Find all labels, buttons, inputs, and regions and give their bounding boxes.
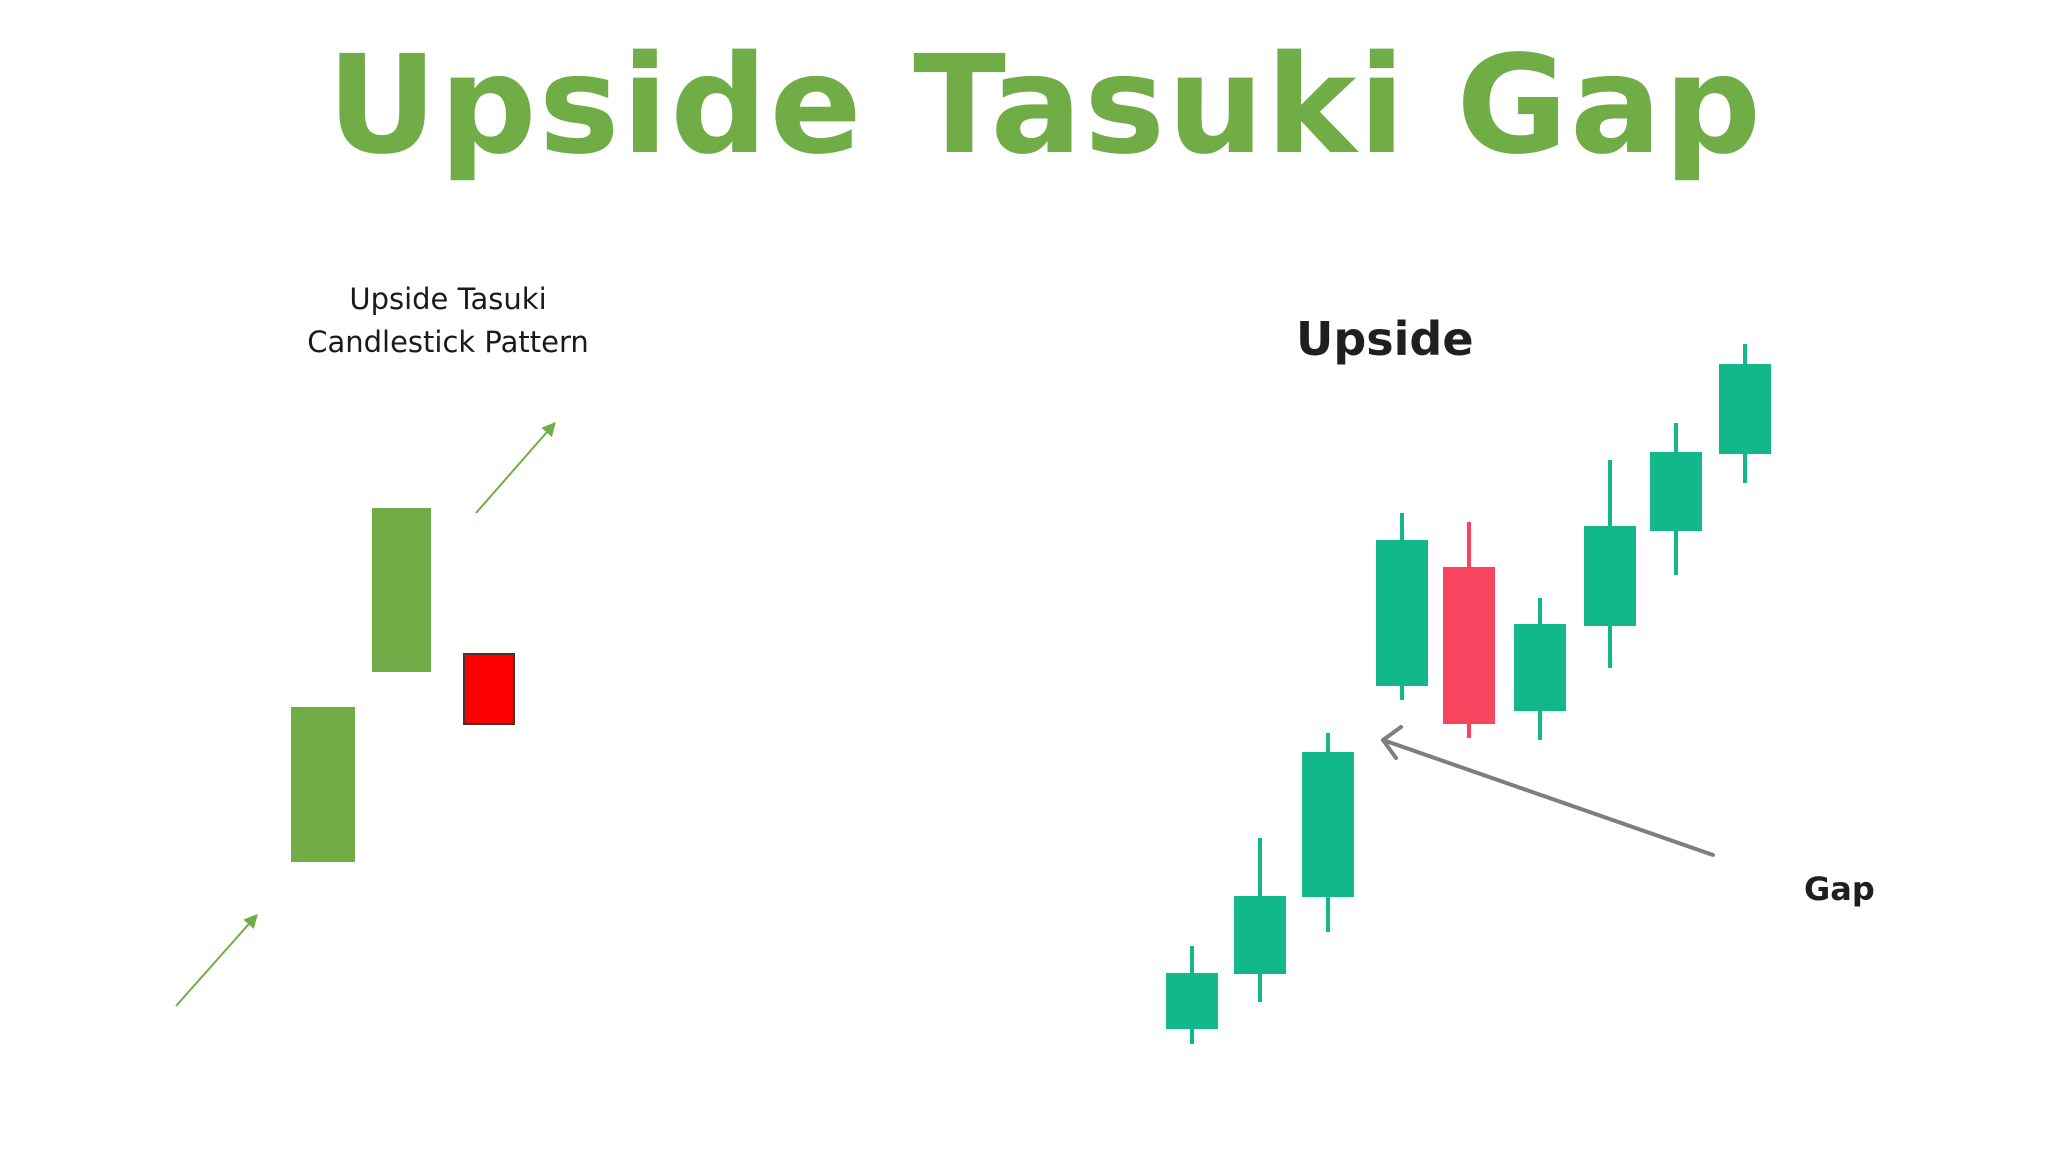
gap-label: Gap	[1804, 870, 1875, 908]
right-candle-5-bear	[1443, 522, 1495, 738]
right-candle-6	[1514, 598, 1566, 740]
left-caption-line1: Upside Tasuki	[349, 282, 547, 316]
page-title: Upside Tasuki Gap	[326, 27, 1764, 185]
right-candle-9	[1719, 344, 1771, 483]
right-candle-2	[1234, 838, 1286, 1002]
trend-arrow-upper-icon	[475, 421, 556, 514]
right-candle-4	[1376, 513, 1428, 700]
left-bull-candle-2	[372, 508, 431, 672]
left-bull-candle-1	[291, 707, 355, 862]
right-candle-8	[1650, 423, 1702, 575]
right-pattern	[1166, 344, 1771, 1044]
left-caption-line2: Candlestick Pattern	[307, 325, 589, 359]
right-candle-7	[1584, 460, 1636, 668]
left-pattern	[175, 421, 556, 1007]
left-caption: Upside Tasuki Candlestick Pattern	[248, 278, 648, 364]
right-heading: Upside	[1296, 312, 1474, 366]
left-bear-candle	[463, 653, 515, 725]
right-candle-3	[1302, 733, 1354, 932]
gap-pointer-arrow-icon	[1381, 725, 1715, 857]
trend-arrow-lower-icon	[175, 913, 258, 1007]
right-candle-1	[1166, 946, 1218, 1044]
